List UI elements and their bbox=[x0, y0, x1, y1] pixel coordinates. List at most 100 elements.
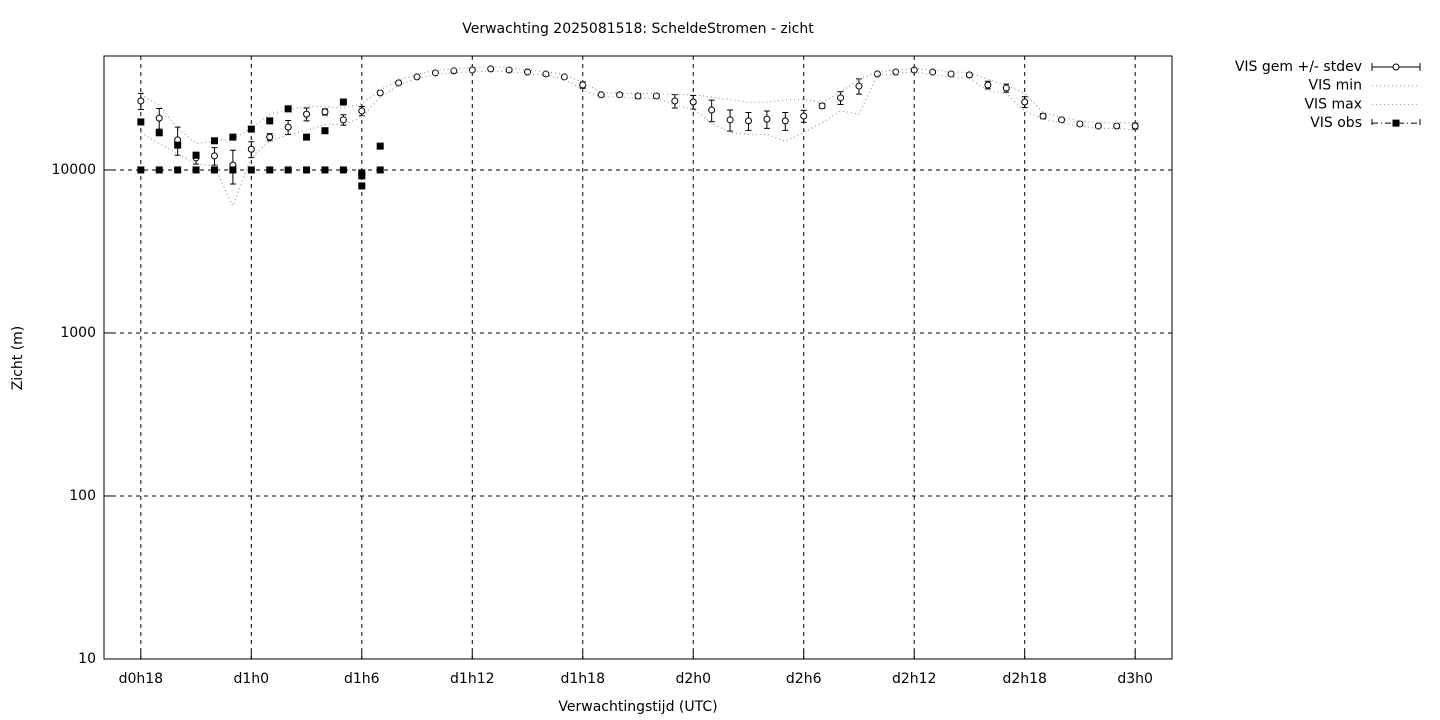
mean-point bbox=[689, 98, 697, 106]
obs-point bbox=[210, 166, 218, 174]
obs-point bbox=[284, 166, 292, 174]
mean-point bbox=[1021, 98, 1029, 106]
obs-point bbox=[174, 166, 182, 174]
mean-point bbox=[321, 108, 329, 116]
x-tick-label: d3h0 bbox=[1117, 671, 1153, 687]
mean-point bbox=[744, 117, 752, 125]
mean-point bbox=[1076, 120, 1084, 128]
obs-point bbox=[192, 151, 200, 159]
mean-point bbox=[1131, 122, 1139, 130]
mean-point bbox=[763, 115, 771, 123]
obs-point bbox=[358, 182, 366, 190]
x-axis-label: Verwachtingstijd (UTC) bbox=[558, 699, 717, 715]
mean-point bbox=[579, 81, 587, 89]
mean-point bbox=[1039, 112, 1047, 120]
x-tick-label: d2h0 bbox=[675, 671, 711, 687]
obs-point bbox=[210, 137, 218, 145]
mean-point bbox=[781, 117, 789, 125]
x-tick-label: d2h18 bbox=[1002, 671, 1046, 687]
obs-point bbox=[321, 166, 329, 174]
mean-point bbox=[395, 79, 403, 87]
legend-sample bbox=[1392, 63, 1400, 71]
obs-point bbox=[376, 166, 384, 174]
obs-point bbox=[155, 129, 163, 137]
legend-sample bbox=[1371, 119, 1421, 128]
obs-point bbox=[376, 142, 384, 150]
mean-point bbox=[671, 97, 679, 105]
obs-point bbox=[303, 166, 311, 174]
mean-point bbox=[1002, 84, 1010, 92]
x-tick-label: d1h18 bbox=[561, 671, 605, 687]
obs-point bbox=[229, 166, 237, 174]
mean-point bbox=[358, 107, 366, 115]
obs-point bbox=[137, 166, 145, 174]
mean-point bbox=[800, 112, 808, 120]
mean-point bbox=[634, 92, 642, 100]
mean-point bbox=[505, 66, 513, 74]
y-tick-label: 10000 bbox=[51, 162, 96, 178]
legend-label: VIS gem +/- stdev bbox=[1235, 59, 1362, 75]
legend-label: VIS obs bbox=[1310, 115, 1362, 131]
obs-point bbox=[155, 166, 163, 174]
obs-point bbox=[174, 141, 182, 149]
obs-point bbox=[358, 172, 366, 180]
y-tick-label: 10 bbox=[78, 651, 96, 667]
mean-point bbox=[708, 106, 716, 114]
mean-point bbox=[947, 70, 955, 78]
mean-point bbox=[303, 110, 311, 118]
mean-point bbox=[837, 94, 845, 102]
obs-point bbox=[339, 98, 347, 106]
obs-point bbox=[284, 105, 292, 113]
mean-point bbox=[210, 152, 218, 160]
obs-point bbox=[247, 125, 255, 133]
x-tick-label: d2h6 bbox=[786, 671, 822, 687]
min-max-line bbox=[140, 66, 1136, 145]
legend-label: VIS min bbox=[1309, 78, 1362, 94]
mean-point bbox=[616, 91, 624, 99]
mean-point bbox=[376, 89, 384, 97]
x-tick-label: d1h6 bbox=[344, 671, 380, 687]
y-tick-label: 1000 bbox=[60, 325, 96, 341]
mean-point bbox=[597, 91, 605, 99]
obs-point bbox=[303, 133, 311, 141]
mean-point bbox=[266, 133, 274, 141]
obs-point bbox=[266, 117, 274, 125]
mean-point bbox=[726, 116, 734, 124]
y-tick-label: 100 bbox=[69, 488, 96, 504]
mean-point bbox=[284, 123, 292, 131]
mean-point bbox=[855, 82, 863, 90]
mean-point bbox=[652, 92, 660, 100]
mean-point bbox=[560, 73, 568, 81]
mean-point bbox=[431, 69, 439, 77]
mean-point bbox=[873, 70, 881, 78]
obs-point bbox=[266, 166, 274, 174]
mean-point bbox=[339, 116, 347, 124]
mean-point bbox=[965, 71, 973, 79]
legend-label: VIS max bbox=[1304, 96, 1362, 112]
y-axis-label: Zicht (m) bbox=[10, 326, 26, 391]
mean-point bbox=[247, 145, 255, 153]
obs-point bbox=[192, 166, 200, 174]
min-max-line bbox=[140, 70, 1136, 208]
chart-title: Verwachting 2025081518: ScheldeStromen -… bbox=[462, 21, 814, 37]
obs-point bbox=[321, 127, 329, 135]
mean-point bbox=[487, 65, 495, 73]
x-tick-label: d2h12 bbox=[892, 671, 936, 687]
x-tick-label: d1h0 bbox=[234, 671, 270, 687]
obs-point bbox=[339, 166, 347, 174]
obs-point bbox=[229, 133, 237, 141]
mean-point bbox=[1094, 122, 1102, 130]
obs-point bbox=[137, 118, 145, 126]
legend-sample bbox=[1392, 119, 1400, 127]
mean-point bbox=[910, 66, 918, 74]
obs-point bbox=[247, 166, 255, 174]
mean-point bbox=[137, 97, 145, 105]
x-tick-label: d0h18 bbox=[119, 671, 163, 687]
mean-point bbox=[984, 81, 992, 89]
mean-point bbox=[818, 102, 826, 110]
mean-point bbox=[450, 67, 458, 75]
plot-frame bbox=[103, 55, 1173, 660]
x-tick-label: d1h12 bbox=[450, 671, 494, 687]
